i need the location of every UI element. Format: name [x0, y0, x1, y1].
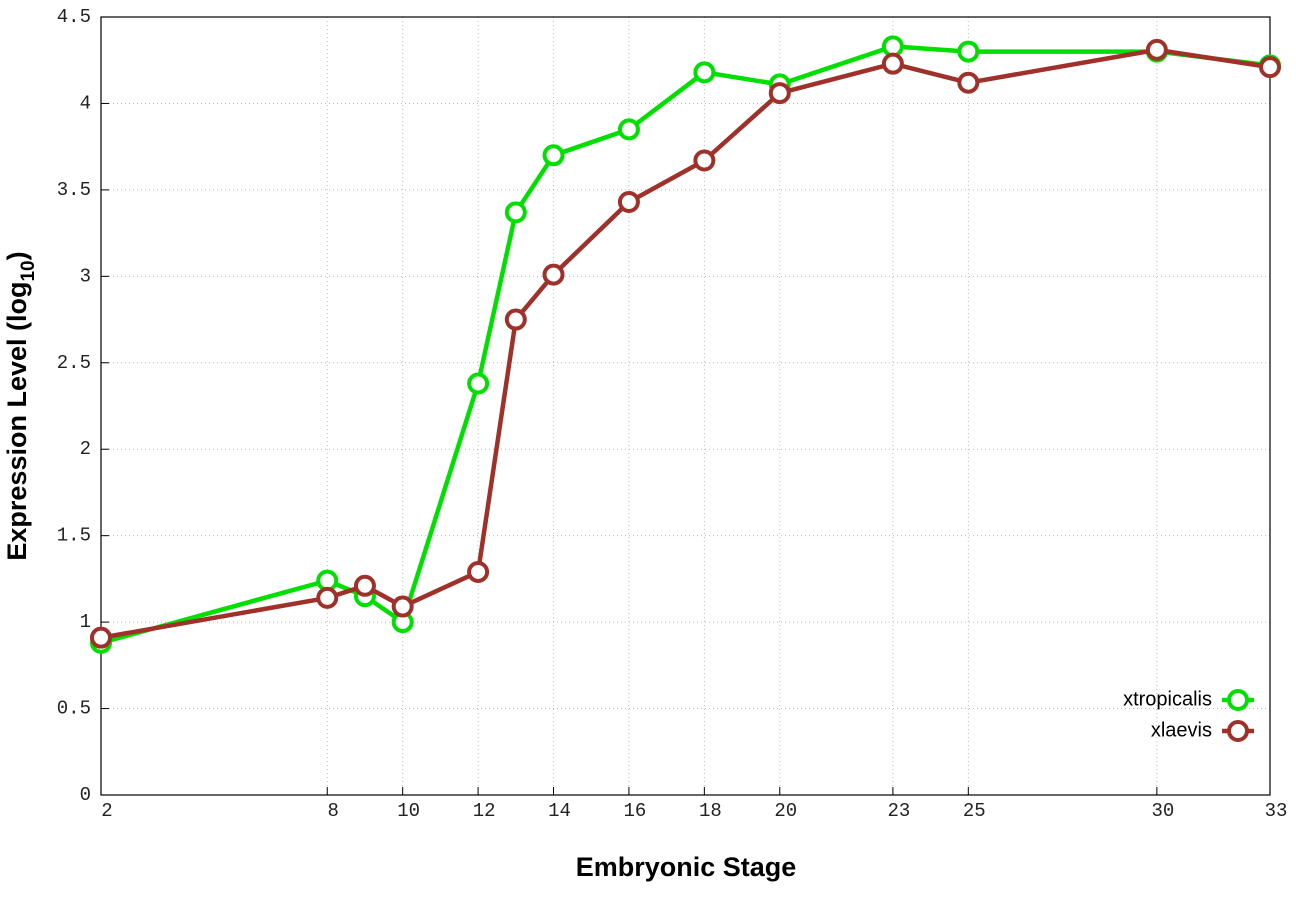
x-axis-label: Embryonic Stage [576, 852, 797, 882]
y-tick-label: 2 [80, 438, 91, 460]
data-point [353, 574, 376, 597]
y-tick-label: 3.5 [57, 179, 91, 201]
y-tick-label: 1.5 [57, 525, 91, 547]
y-tick-label: 0 [80, 784, 91, 806]
y-tick-label: 4 [80, 92, 91, 114]
data-point [504, 308, 527, 331]
y-axis-label-subscript: 10 [18, 260, 39, 281]
data-point [542, 263, 565, 286]
data-point [957, 40, 980, 63]
legend-marker [1227, 720, 1249, 742]
data-point [90, 626, 112, 649]
y-axis-label: Expression Level (log10) [2, 251, 39, 560]
data-point [391, 595, 414, 618]
x-tick-label: 25 [963, 800, 986, 822]
data-point [467, 560, 490, 583]
y-axis-label-main: Expression Level (log [2, 282, 32, 561]
legend-label: xtropicalis [1123, 688, 1212, 710]
data-point [768, 82, 791, 105]
data-point [504, 201, 527, 224]
plot-frame [100, 16, 1271, 796]
x-tick-label: 16 [624, 800, 647, 822]
x-tick-label: 23 [887, 800, 910, 822]
y-tick-label: 2.5 [57, 352, 91, 374]
data-point [1145, 38, 1168, 61]
data-point [1259, 56, 1281, 79]
x-tick-label: 12 [473, 800, 496, 822]
y-axis-label-end: ) [2, 251, 32, 260]
legend-marker [1227, 689, 1249, 711]
x-tick-label: 2 [101, 800, 112, 822]
x-tick-label: 18 [699, 800, 722, 822]
data-point [693, 149, 716, 172]
x-tick-label: 33 [1265, 800, 1288, 822]
x-tick-label: 30 [1151, 800, 1174, 822]
data-point [957, 71, 980, 94]
y-tick-label: 3 [80, 265, 91, 287]
legend-label: xlaevis [1151, 719, 1212, 741]
y-tick-label: 0.5 [57, 698, 91, 720]
data-point [542, 144, 565, 167]
data-point [617, 190, 640, 213]
data-point [467, 372, 490, 395]
y-tick-label: 1 [80, 611, 91, 633]
x-tick-label: 10 [397, 800, 420, 822]
data-point [316, 586, 339, 609]
data-point [617, 118, 640, 141]
data-point [693, 61, 716, 84]
x-tick-label: 20 [774, 800, 797, 822]
x-tick-label: 8 [328, 800, 339, 822]
x-tick-label: 14 [548, 800, 571, 822]
data-point [881, 52, 904, 75]
y-tick-label: 4.5 [57, 6, 91, 28]
